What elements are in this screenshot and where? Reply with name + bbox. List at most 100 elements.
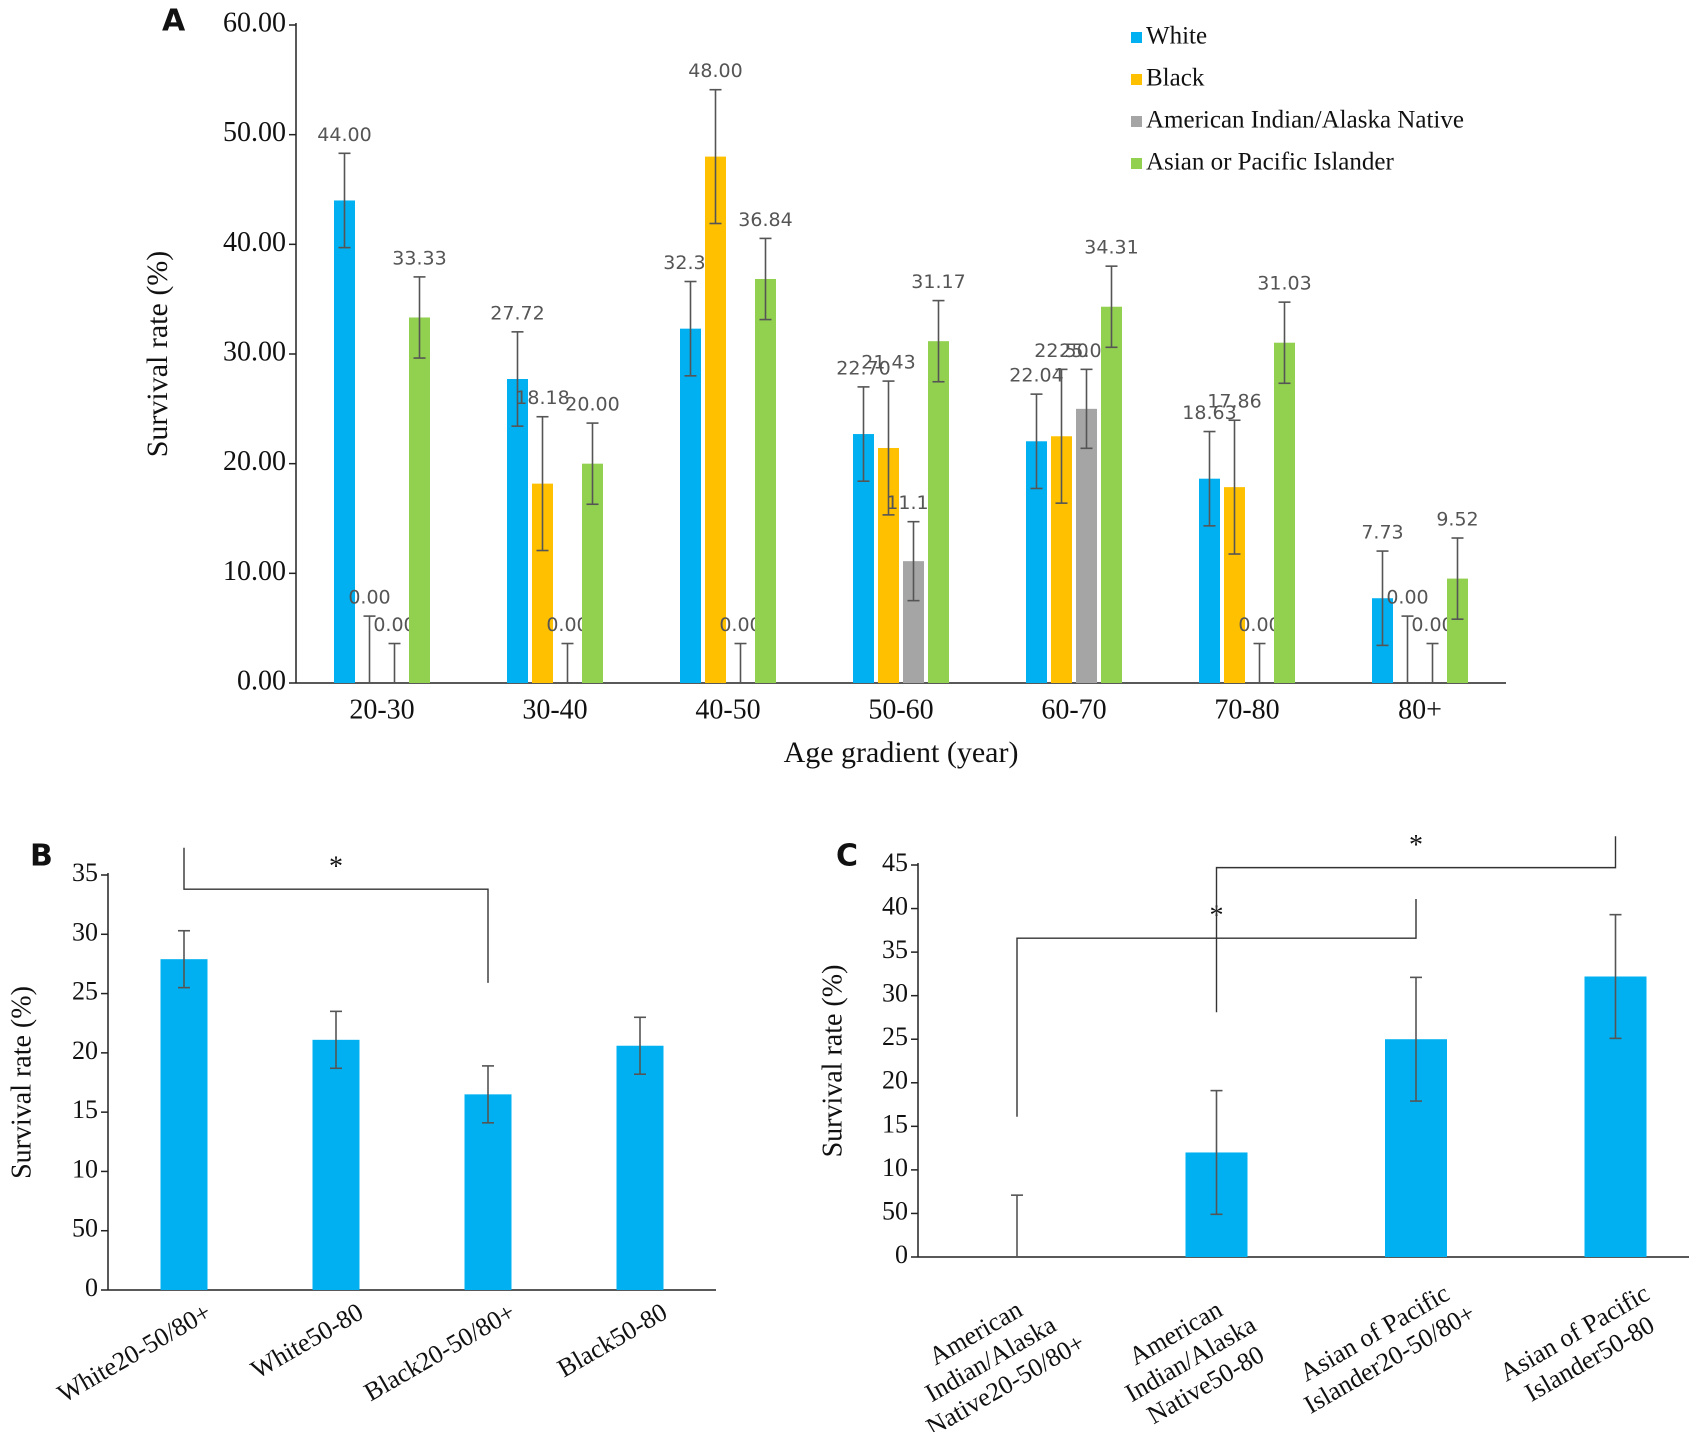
bar: [1076, 408, 1097, 683]
value-label: 0.00: [1238, 614, 1280, 636]
x-tick-label: 80+: [1398, 694, 1442, 725]
x-tick-label: 20-30: [349, 694, 414, 725]
value-label: 7.73: [1361, 522, 1403, 544]
bar: [507, 379, 528, 683]
value-label: 22.70: [836, 357, 890, 379]
y-axis-label: Survival rate (%): [6, 986, 37, 1179]
x-tick-label: Black50-80: [552, 1297, 672, 1383]
value-label: 20.00: [565, 394, 619, 416]
bar: [680, 328, 701, 683]
legend-swatch: [1131, 116, 1142, 127]
bar: [1051, 436, 1072, 683]
value-label: 48.00: [688, 60, 742, 82]
value-label: 18.63: [1182, 402, 1236, 424]
y-tick-label: 30: [882, 979, 908, 1008]
value-label: 0.00: [1411, 614, 1453, 636]
y-tick-label: 40.00: [223, 227, 286, 258]
significance-bracket: [1215, 836, 1617, 1013]
bar: [616, 1045, 664, 1290]
bar: [928, 341, 949, 683]
value-label: 22.04: [1009, 365, 1063, 387]
legend-swatch: [1131, 158, 1142, 169]
legend-swatch: [1131, 74, 1142, 85]
y-tick-label: 15: [72, 1095, 98, 1124]
bar: [532, 483, 553, 683]
legend-label: American Indian/Alaska Native: [1146, 107, 1464, 134]
value-label: 25.00: [1059, 340, 1113, 362]
value-label: 31.03: [1257, 273, 1311, 295]
value-label: 18.18: [515, 387, 569, 409]
y-tick-label: 10.00: [223, 556, 286, 587]
y-tick-label: 40: [882, 892, 908, 921]
x-tick-label: 70-80: [1214, 694, 1279, 725]
bar: [312, 1039, 360, 1290]
bar: [1199, 478, 1220, 683]
y-axis-label: Survival rate (%): [141, 251, 174, 458]
y-tick-label: 25: [882, 1022, 908, 1051]
bar: [160, 959, 208, 1290]
bar: [1447, 578, 1468, 683]
x-axis-label: Age gradient (year): [784, 736, 1019, 769]
y-tick-label: 45: [882, 848, 908, 877]
value-label: 21.43: [861, 352, 915, 374]
value-label: 17.86: [1207, 391, 1261, 413]
value-label: 31.17: [911, 271, 965, 293]
panel-letter: B: [30, 839, 53, 874]
value-label: 33.33: [392, 247, 446, 269]
value-label: 36.84: [738, 209, 792, 231]
y-tick-label: 10: [882, 1153, 908, 1182]
y-tick-label: 30.00: [223, 336, 286, 367]
y-tick-label: 35: [72, 858, 98, 887]
y-tick-label: 60.00: [223, 7, 286, 38]
x-tick-label: 50-60: [868, 694, 933, 725]
legend-label: Black: [1146, 65, 1205, 92]
x-tick-label: 30-40: [522, 694, 587, 725]
bar: [334, 200, 355, 683]
x-tick-label: 40-50: [695, 694, 760, 725]
y-tick-label: 35: [882, 935, 908, 964]
y-tick-label: 50: [882, 1196, 908, 1225]
panel-letter: A: [162, 4, 186, 39]
value-label: 9.52: [1436, 509, 1478, 531]
x-tick-label: White20-50/80+: [52, 1297, 216, 1408]
bar: [705, 156, 726, 684]
value-label: 27.72: [490, 302, 544, 324]
bar: [1101, 306, 1122, 683]
bar: [878, 447, 899, 683]
value-label: 44.00: [317, 124, 371, 146]
y-tick-label: 15: [882, 1109, 908, 1138]
bar: [464, 1094, 512, 1290]
x-tick-label: White50-80: [246, 1297, 368, 1384]
bar: [1026, 441, 1047, 683]
legend-label: White: [1146, 23, 1207, 50]
legend-swatch: [1131, 32, 1142, 43]
value-label: 0.00: [546, 614, 588, 636]
y-tick-label: 20: [72, 1036, 98, 1065]
y-tick-label: 50: [72, 1214, 98, 1243]
y-tick-label: 10: [72, 1154, 98, 1183]
x-tick-label: 60-70: [1041, 694, 1106, 725]
value-label: 11.11: [886, 492, 940, 514]
value-label: 32.31: [663, 252, 717, 274]
y-tick-label: 20.00: [223, 446, 286, 477]
significance-label: *: [1409, 830, 1423, 861]
value-label: 0.00: [1386, 587, 1428, 609]
y-tick-label: 20: [882, 1066, 908, 1095]
bar: [1224, 487, 1245, 683]
value-label: 0.00: [373, 614, 415, 636]
significance-bracket: [183, 847, 489, 983]
y-tick-label: 0.00: [237, 665, 286, 696]
y-tick-label: 30: [72, 917, 98, 946]
significance-label: *: [329, 852, 343, 883]
y-axis-label: Survival rate (%): [817, 965, 848, 1158]
y-tick-label: 50.00: [223, 117, 286, 148]
y-tick-label: 0: [895, 1240, 908, 1269]
y-tick-label: 0: [85, 1273, 98, 1302]
value-label: 34.31: [1084, 237, 1138, 259]
value-label: 22.50: [1034, 340, 1088, 362]
bar: [582, 463, 603, 683]
legend-label: Asian or Pacific Islander: [1146, 149, 1395, 176]
value-label: 0.00: [719, 614, 761, 636]
